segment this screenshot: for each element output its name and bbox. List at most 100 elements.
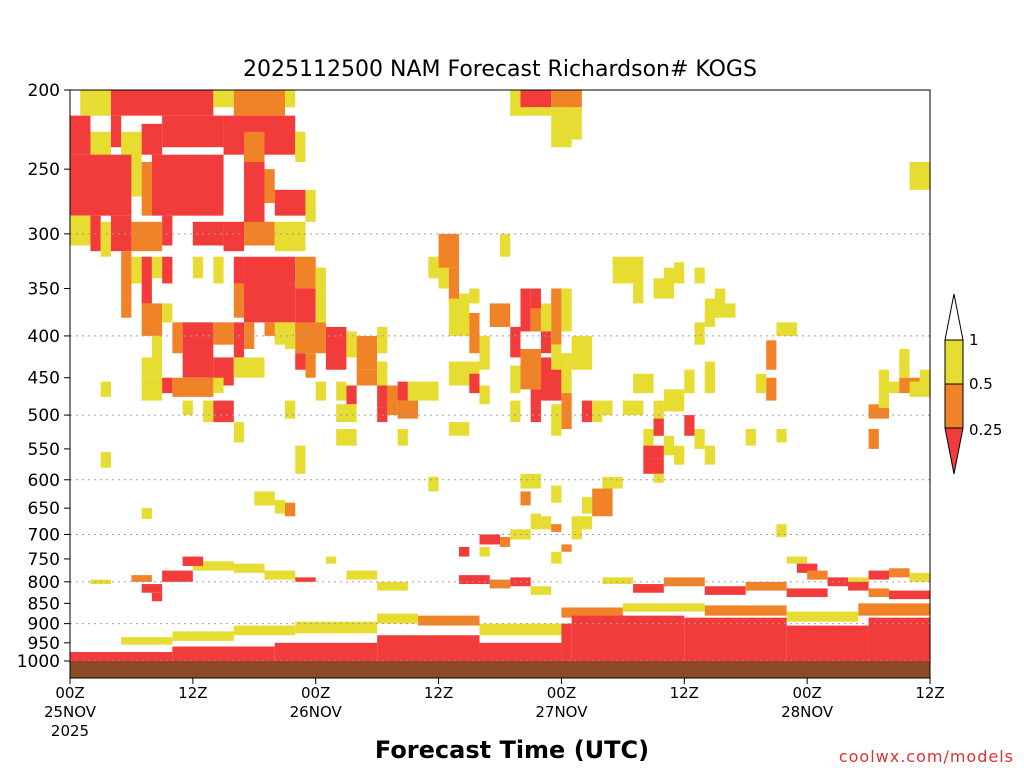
ri-cell	[776, 524, 787, 537]
colorbar-segment-05-1	[944, 339, 964, 385]
surface-ri-cell	[172, 646, 275, 661]
ri-cell	[551, 551, 562, 564]
y-tick-label: 900	[28, 615, 60, 635]
ri-cell	[571, 107, 582, 140]
ri-cell	[274, 322, 285, 345]
ri-cell	[520, 348, 541, 390]
ri-cell	[643, 428, 654, 446]
ri-cell	[602, 577, 634, 585]
ri-cell	[551, 485, 562, 503]
y-tick-label: 700	[28, 525, 60, 545]
ri-cell	[551, 288, 562, 345]
ri-cell	[213, 90, 234, 108]
ri-cell	[694, 428, 705, 449]
ri-cell	[336, 404, 357, 423]
ri-cell	[162, 256, 173, 284]
ri-cell	[459, 575, 490, 585]
ri-cell	[745, 428, 756, 446]
ri-cell	[633, 283, 644, 304]
watermark: coolwx.com/models	[839, 747, 1014, 766]
ri-cell	[428, 256, 439, 279]
ri-cell	[377, 326, 388, 354]
ri-cell	[489, 303, 511, 327]
ri-cell	[295, 256, 316, 289]
x-tick-label: 12Z	[424, 684, 453, 702]
ri-cell	[151, 335, 163, 358]
ri-cell	[325, 326, 347, 370]
ri-cell	[510, 365, 521, 394]
ri-cell	[162, 377, 173, 394]
ri-cell	[571, 516, 593, 530]
plot-area	[69, 89, 931, 679]
ri-cell	[633, 373, 654, 394]
ri-cell	[162, 303, 173, 323]
ri-cell	[315, 288, 326, 323]
ri-cell	[755, 373, 767, 394]
ri-cell	[704, 298, 715, 327]
ri-cell	[336, 381, 347, 401]
ri-cell	[244, 283, 296, 323]
colorbar-label: 0.5	[969, 375, 993, 393]
ri-cell	[848, 581, 869, 591]
ri-cell	[745, 581, 787, 591]
ri-cell	[540, 331, 552, 354]
ri-cell	[561, 353, 572, 401]
ri-cell	[254, 491, 275, 506]
ri-cell	[479, 534, 500, 545]
ri-cell	[192, 561, 234, 571]
ri-cell	[827, 577, 849, 587]
surface-ri-cell	[786, 625, 869, 661]
surface-ri-cell	[868, 617, 930, 661]
ri-cell	[551, 107, 572, 148]
ri-cell	[295, 577, 316, 582]
ri-cell	[121, 303, 132, 318]
ri-cell	[438, 233, 460, 268]
ground-band	[70, 661, 930, 678]
ri-cell	[602, 400, 613, 416]
x-tick-label: 00Z	[547, 684, 576, 702]
ri-cell	[622, 603, 705, 612]
ri-cells	[70, 90, 930, 645]
ri-cell	[551, 524, 562, 532]
ri-cell	[336, 428, 357, 446]
ri-cell	[233, 357, 265, 378]
ri-cell	[919, 369, 930, 386]
ri-cell	[346, 385, 357, 405]
ri-cell	[377, 581, 408, 591]
ri-cell	[643, 458, 664, 474]
x-axis-label: Forecast Time (UTC)	[375, 736, 649, 764]
ri-cell	[909, 572, 930, 582]
ri-cell	[459, 546, 470, 557]
ri-cell	[295, 131, 306, 162]
ri-cell	[295, 353, 306, 370]
ri-cell	[571, 335, 593, 370]
ri-cell	[704, 586, 746, 595]
ri-cell	[889, 568, 910, 578]
ri-cell	[674, 445, 685, 456]
ri-cell	[561, 288, 572, 332]
ri-cell	[715, 288, 726, 318]
colorbar-label: 1	[969, 331, 979, 349]
ri-cell	[469, 313, 480, 354]
ri-cell	[131, 256, 142, 284]
ri-cell	[520, 491, 531, 506]
ri-cell	[162, 115, 224, 148]
ri-cell	[141, 357, 163, 378]
ri-cell	[407, 381, 439, 401]
ri-cell	[192, 256, 204, 279]
ri-cell	[182, 556, 204, 566]
ri-cell	[561, 607, 623, 618]
ri-cell	[612, 256, 644, 284]
ri-cell	[346, 331, 357, 358]
colorbar-segment-gt1	[944, 293, 964, 341]
ri-cell	[182, 400, 193, 416]
ri-cell	[889, 590, 930, 600]
ri-cell	[786, 611, 859, 622]
ri-cell	[70, 115, 91, 155]
x-tick-label: 00Z	[792, 684, 821, 702]
y-tick-label: 450	[28, 369, 60, 389]
colorbar-segment-025-05	[944, 383, 964, 429]
ri-cell	[766, 377, 777, 401]
ri-cell	[704, 605, 787, 616]
ri-cell	[684, 369, 695, 394]
